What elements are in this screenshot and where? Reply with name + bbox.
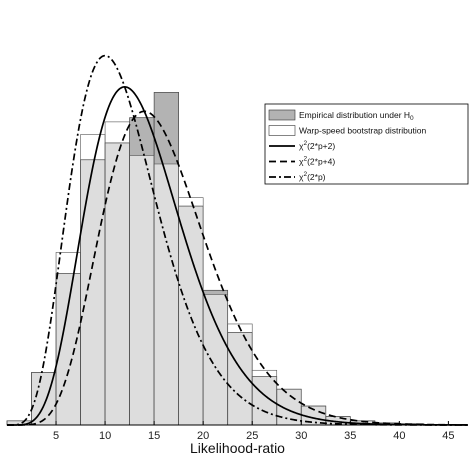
bootstrap-bar [301, 406, 326, 425]
x-tick-label: 10 [99, 430, 111, 442]
histogram-bars [6, 92, 449, 426]
bootstrap-bar [252, 370, 277, 425]
bootstrap-bar [325, 416, 351, 425]
legend-entry-label: χ2(2*p) [299, 171, 326, 182]
bootstrap-bar [80, 134, 106, 425]
x-tick-label: 20 [197, 430, 209, 442]
bootstrap-bar [7, 420, 32, 425]
x-tick-label: 15 [148, 430, 160, 442]
x-tick-label: 25 [246, 430, 258, 442]
bootstrap-bar [105, 121, 130, 425]
bootstrap-bar [129, 155, 155, 425]
legend-entry-label: Warp-speed bootstrap distribution [299, 126, 427, 136]
x-axis-label: Likelihood-ratio [190, 440, 285, 456]
x-tick-label: 5 [53, 430, 59, 442]
x-tick-label: 30 [295, 430, 307, 442]
x-tick-label: 45 [442, 430, 454, 442]
legend-swatch [268, 125, 296, 136]
chi2-curve-df16 [7, 110, 469, 426]
x-tick-label: 40 [393, 430, 405, 442]
legend-entry-label: Empirical distribution under H0 [299, 110, 414, 122]
legend-box [264, 103, 469, 185]
bootstrap-bar [227, 323, 253, 425]
bootstrap-bar [276, 389, 302, 425]
bootstrap-bar [178, 197, 204, 425]
bootstrap-bar [203, 294, 228, 425]
axes: 5 10 15 20 25 30 35 40 45 [7, 421, 468, 442]
legend-swatch [268, 109, 296, 121]
legend-entry-label: χ2(2*p+4) [299, 156, 335, 167]
x-tick-label: 35 [344, 430, 356, 442]
legend-entry-label: χ2(2*p+2) [299, 140, 335, 151]
legend: Empirical distribution under H0 Warp-spee… [264, 103, 469, 185]
